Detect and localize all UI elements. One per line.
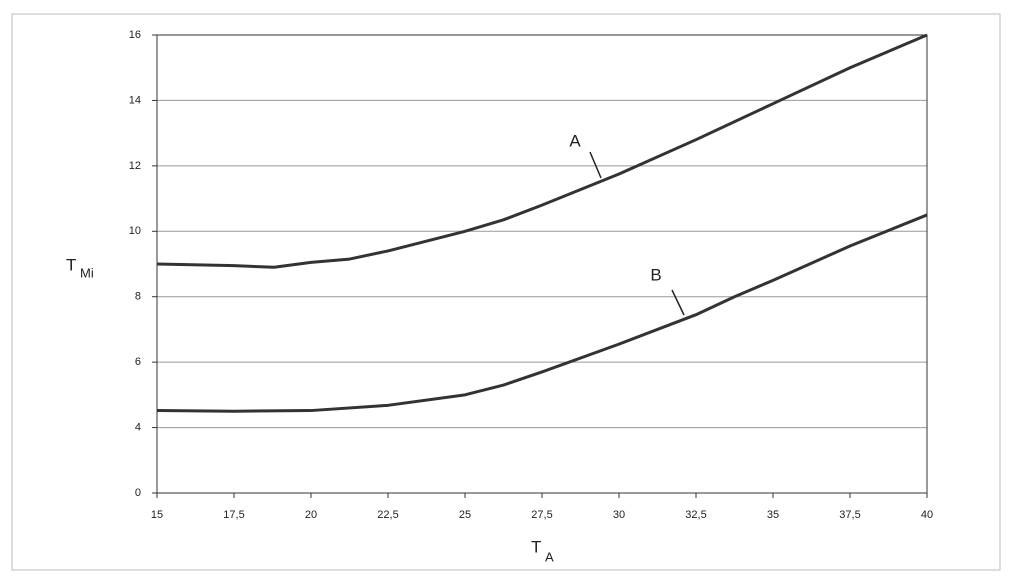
y-tick-label: 6: [135, 356, 141, 368]
y-tick-label: 12: [129, 160, 141, 172]
plot: 0 4 6 8 10 12 14 16 15 17,5 20 22,5 25 27,5 30 32,5 35 37…: [66, 29, 933, 565]
axis-label: T: [531, 537, 541, 556]
leader-line: [589, 151, 602, 179]
y-tick-label: 0: [135, 487, 141, 499]
series-label: A: [569, 131, 581, 150]
x-tick-label: 20: [305, 509, 317, 521]
x-tick-label: 37,5: [839, 509, 860, 521]
x-tick-label: 30: [613, 509, 625, 521]
y-tick-label: 8: [135, 291, 141, 303]
x-tick-label: 25: [459, 509, 471, 521]
axis-label-sub: Mi: [80, 265, 94, 280]
x-tick-label: 17,5: [223, 509, 244, 521]
line: [156, 33, 928, 269]
axis-label: T: [66, 255, 76, 274]
line: [156, 213, 928, 413]
y-tick-label: 4: [135, 421, 141, 433]
x-tick-label: 15: [151, 509, 163, 521]
y-tick-label: 14: [129, 94, 141, 106]
x-tick-label: 40: [921, 509, 933, 521]
leader-line: [671, 289, 685, 316]
x-tick-label: 22,5: [377, 509, 398, 521]
series-label: B: [650, 265, 661, 284]
x-tick-label: 35: [767, 509, 779, 521]
y-tick-label: 10: [129, 225, 141, 237]
frame: [11, 13, 1001, 571]
x-tick-label: 32,5: [685, 509, 706, 521]
y-tick-label: 16: [129, 29, 141, 41]
axis-label-sub: A: [545, 549, 554, 564]
x-tick-label: 27,5: [531, 509, 552, 521]
